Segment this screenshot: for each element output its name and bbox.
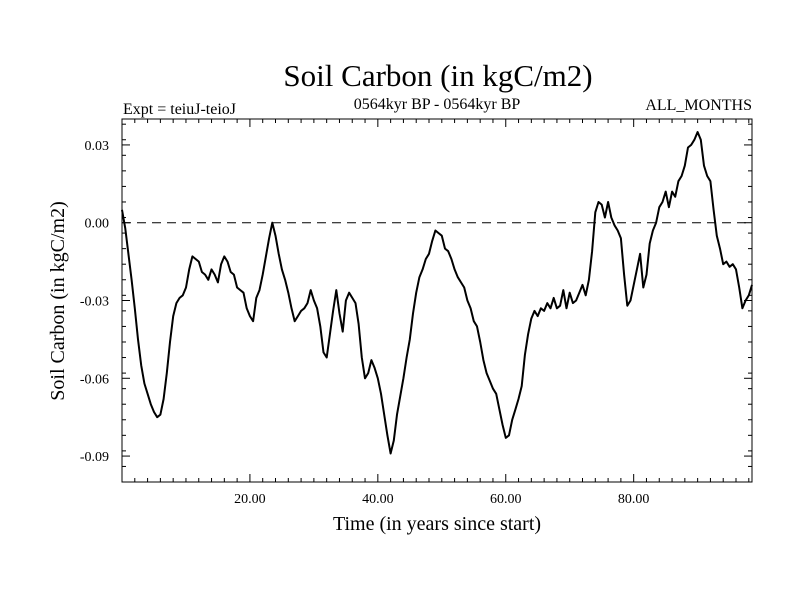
y-tick-label: 0.03 <box>85 139 110 154</box>
soil-carbon-series-line <box>121 131 753 455</box>
y-axis-label: Soil Carbon (in kgC/m2) <box>47 201 69 400</box>
y-tick-label: 0.00 <box>85 217 110 232</box>
x-tick-label: 20.00 <box>234 492 266 507</box>
x-tick-label: 40.00 <box>362 492 394 507</box>
plot-frame <box>121 118 753 483</box>
chart-subtitle: 0564kyr BP - 0564kyr BP <box>354 96 521 113</box>
chart-title: Soil Carbon (in kgC/m2) <box>283 58 592 93</box>
x-tick-label: 80.00 <box>618 492 650 507</box>
x-axis-label: Time (in years since start) <box>333 513 541 535</box>
x-tick-label: 60.00 <box>490 492 522 507</box>
experiment-label: Expt = teiuJ-teioJ <box>123 101 236 118</box>
y-tick-label: -0.09 <box>80 450 109 465</box>
months-label: ALL_MONTHS <box>645 97 752 114</box>
y-tick-label: -0.03 <box>80 295 109 310</box>
y-tick-label: -0.06 <box>80 372 109 387</box>
plot-area: 20.00 40.00 60.00 80.00 0.03 0.00 -0.03 -0.06 -0… <box>80 118 753 507</box>
